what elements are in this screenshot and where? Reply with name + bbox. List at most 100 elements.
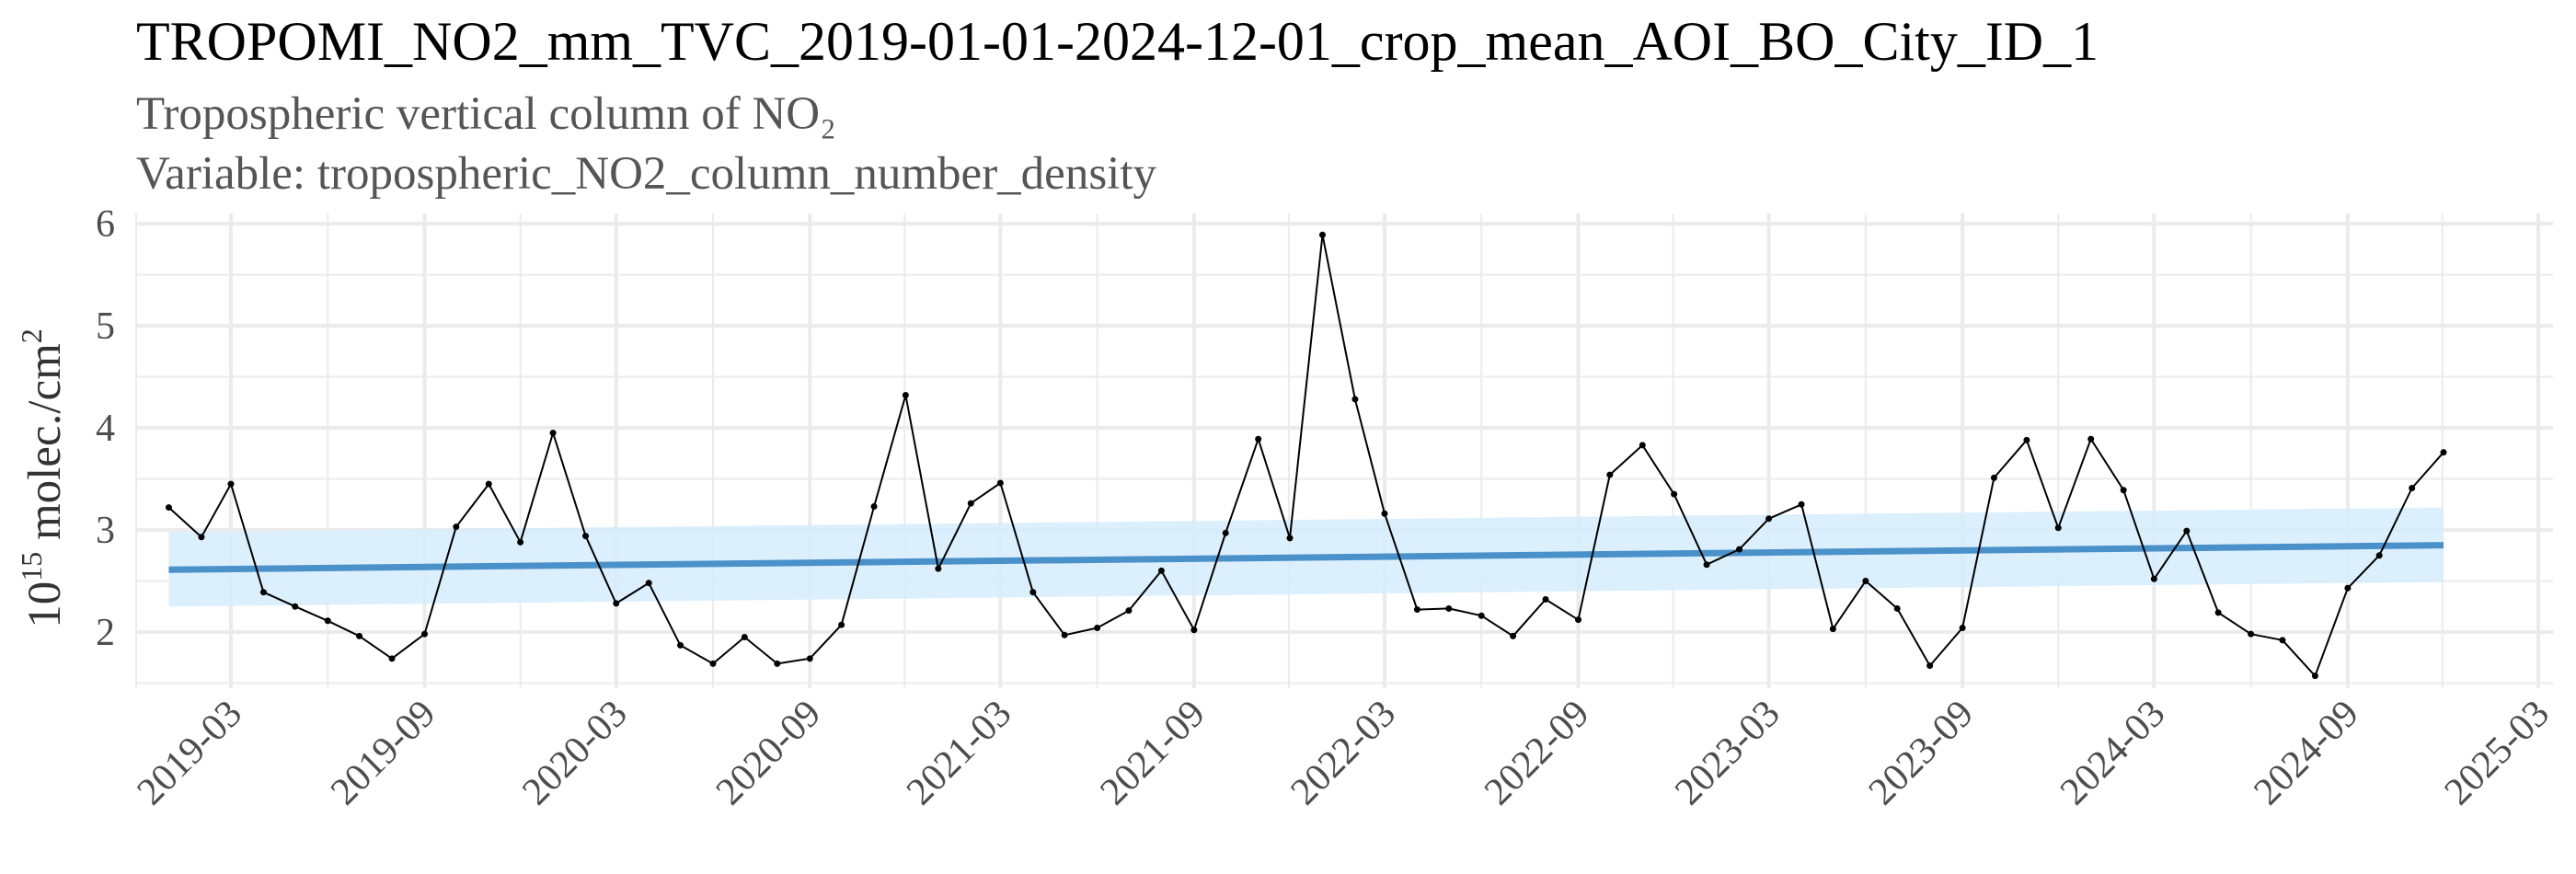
data-point <box>741 634 748 641</box>
data-point <box>517 538 524 546</box>
data-point <box>1798 500 1805 508</box>
data-point <box>2183 527 2191 535</box>
data-point <box>1381 510 1388 517</box>
data-point <box>613 600 620 607</box>
data-point <box>1575 616 1582 624</box>
data-point <box>1061 631 1068 638</box>
data-point <box>1286 535 1294 542</box>
data-point <box>677 641 684 649</box>
data-point <box>1222 529 1229 536</box>
data-point <box>1094 625 1101 632</box>
data-point <box>709 660 717 667</box>
data-point <box>2279 637 2286 644</box>
data-point <box>1351 396 1359 403</box>
data-point <box>1639 442 1646 449</box>
chart-subtitle-line-1: Tropospheric vertical column of NO₂ <box>136 88 836 140</box>
data-point <box>935 565 942 572</box>
y-tick-label: 3 <box>96 510 115 552</box>
data-point <box>1413 606 1420 614</box>
data-point <box>485 480 492 488</box>
x-tick-label: 2021-03 <box>899 693 1020 814</box>
data-point <box>2150 575 2157 582</box>
trend-line <box>168 542 2444 573</box>
data-point <box>838 621 845 628</box>
data-point <box>453 523 460 531</box>
data-point <box>2409 485 2416 492</box>
data-point <box>2344 584 2352 592</box>
data-point <box>1125 607 1133 615</box>
x-tick-label: 2021-09 <box>1092 693 1213 814</box>
data-point <box>2311 673 2318 680</box>
data-point <box>1029 589 1037 596</box>
grid <box>135 213 2553 688</box>
chart-subtitle-line-2: Variable: tropospheric_NO2_column_number… <box>136 148 1157 200</box>
data-point <box>1478 612 1485 619</box>
data-point <box>549 430 557 437</box>
x-axis-ticks: 2019-03 2019-09 2020-03 2020-09 2021-03 2021-… <box>130 693 2559 814</box>
data-point <box>870 502 878 510</box>
data-point <box>1736 546 1743 553</box>
data-point <box>324 617 331 625</box>
trend-line-layer <box>168 542 2444 573</box>
data-point <box>1510 632 1517 639</box>
data-point <box>1926 662 1934 670</box>
x-tick-label: 2022-03 <box>1283 693 1405 814</box>
y-axis-label-text: molec./cm <box>19 343 71 552</box>
data-point <box>2248 630 2255 638</box>
data-point <box>165 504 172 512</box>
x-tick-label: 2020-09 <box>708 693 830 814</box>
data-point <box>421 630 429 638</box>
data-point <box>967 500 974 507</box>
x-tick-label: 2023-09 <box>1861 693 1983 814</box>
chart-title: TROPOMI_NO2_mm_TVC_2019-01-01-2024-12-01… <box>136 11 2099 72</box>
data-point <box>1606 471 1614 478</box>
y-axis-label: 1015 molec./cm2 <box>15 328 71 628</box>
y-tick-label: 2 <box>96 612 115 654</box>
x-tick-label: 2024-03 <box>2053 693 2174 814</box>
data-point <box>1190 627 1198 634</box>
data-point <box>198 534 205 541</box>
x-tick-label: 2020-03 <box>514 693 636 814</box>
data-point <box>1862 577 1869 584</box>
data-point <box>388 655 396 662</box>
x-tick-label: 2022-09 <box>1477 693 1598 814</box>
x-tick-label: 2019-03 <box>130 693 251 814</box>
y-axis-label-base: 10 <box>19 581 71 628</box>
data-point <box>2120 487 2127 494</box>
data-point <box>2214 609 2222 616</box>
data-point <box>774 660 781 667</box>
data-point <box>645 580 652 587</box>
data-point <box>227 480 235 488</box>
data-point <box>582 533 590 540</box>
y-tick-label: 6 <box>96 203 115 246</box>
data-point <box>1959 625 1966 632</box>
x-tick-label: 2025-03 <box>2437 693 2559 814</box>
data-point <box>1893 604 1901 612</box>
data-point <box>1990 474 1997 481</box>
series-layer <box>165 231 2447 680</box>
data-point <box>1703 561 1710 569</box>
y-tick-label: 5 <box>96 305 115 348</box>
data-point <box>259 589 267 596</box>
data-point <box>1671 490 1678 498</box>
data-point <box>1829 626 1836 633</box>
data-point <box>292 603 299 610</box>
series-line <box>167 234 2444 677</box>
data-point <box>996 479 1004 487</box>
x-tick-label: 2023-03 <box>1667 693 1788 814</box>
data-point <box>2087 435 2095 443</box>
data-point <box>1765 515 1773 523</box>
data-point <box>1255 435 1262 443</box>
data-point <box>902 392 909 399</box>
y-axis-ticks: 2 3 4 5 6 <box>96 203 115 654</box>
data-point <box>1445 604 1453 612</box>
data-point <box>356 632 363 639</box>
data-point <box>1157 567 1165 574</box>
y-tick-label: 4 <box>96 408 115 450</box>
y-axis-label-exponent: 15 <box>15 552 48 581</box>
data-point <box>2023 436 2030 443</box>
x-tick-label: 2019-09 <box>323 693 444 814</box>
data-point <box>806 655 813 662</box>
data-point <box>2440 449 2447 456</box>
